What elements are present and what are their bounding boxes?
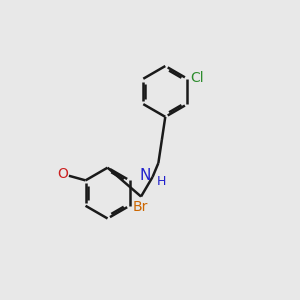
Text: N: N xyxy=(140,168,151,183)
Text: Cl: Cl xyxy=(190,71,204,85)
Text: Br: Br xyxy=(132,200,148,214)
Text: H: H xyxy=(157,176,166,188)
Text: O: O xyxy=(57,167,68,181)
